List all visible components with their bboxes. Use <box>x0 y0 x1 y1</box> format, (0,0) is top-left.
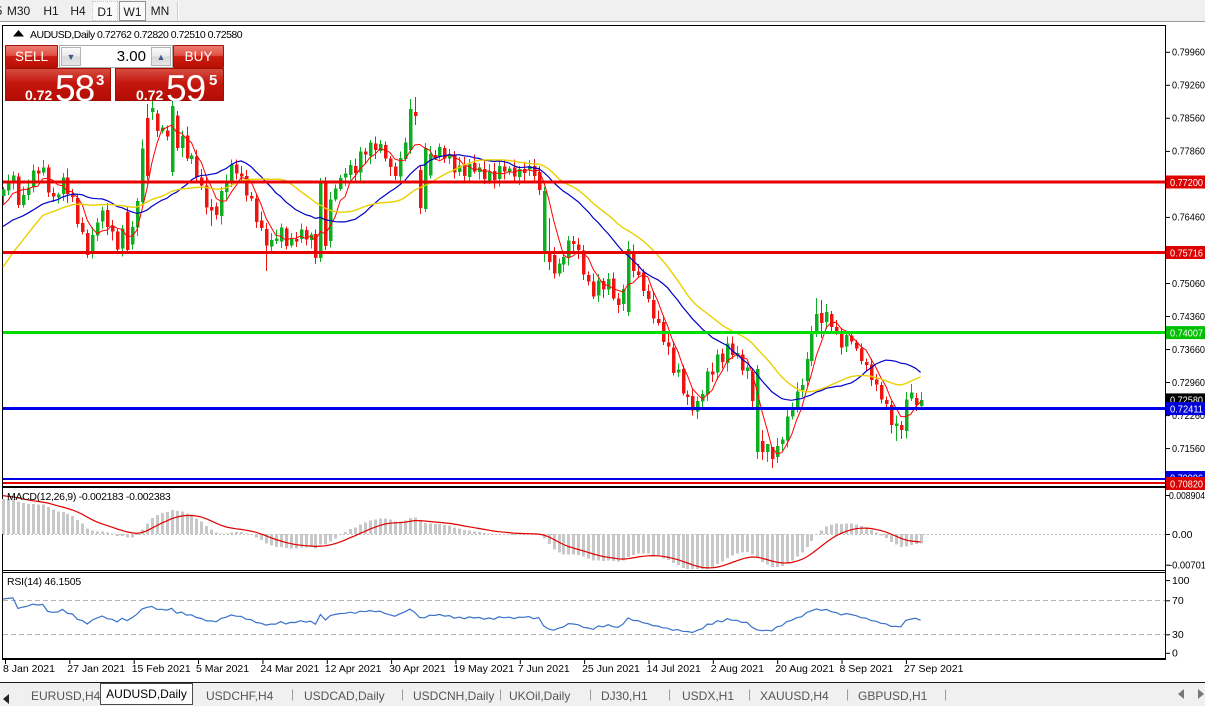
svg-text:0.73660: 0.73660 <box>1172 344 1205 356</box>
svg-text:27 Jan 2021: 27 Jan 2021 <box>67 663 125 675</box>
svg-text:0.78560: 0.78560 <box>1172 113 1205 125</box>
svg-text:0.76460: 0.76460 <box>1172 212 1205 224</box>
svg-text:12 Apr 2021: 12 Apr 2021 <box>325 663 382 675</box>
svg-text:7 Jun 2021: 7 Jun 2021 <box>518 663 570 675</box>
svg-text:15 Feb 2021: 15 Feb 2021 <box>132 663 191 675</box>
svg-text:5 Mar 2021: 5 Mar 2021 <box>196 663 249 675</box>
svg-text:0: 0 <box>1172 648 1178 660</box>
svg-text:0.00: 0.00 <box>1172 529 1193 541</box>
svg-text:0.008904: 0.008904 <box>1169 490 1205 502</box>
svg-text:30: 30 <box>1172 629 1184 641</box>
svg-text:20 Aug 2021: 20 Aug 2021 <box>775 663 834 675</box>
svg-text:0.77860: 0.77860 <box>1172 146 1205 158</box>
svg-text:8 Jan 2021: 8 Jan 2021 <box>3 663 55 675</box>
svg-text:70: 70 <box>1172 595 1184 607</box>
svg-text:MACD(12,26,9) -0.002183 -0.002: MACD(12,26,9) -0.002183 -0.002383 <box>7 491 171 503</box>
svg-text:0.74360: 0.74360 <box>1172 311 1205 323</box>
svg-text:30 Apr 2021: 30 Apr 2021 <box>389 663 446 675</box>
svg-text:RSI(14) 46.1505: RSI(14) 46.1505 <box>7 576 81 588</box>
svg-text:0.72960: 0.72960 <box>1172 377 1205 389</box>
svg-text:0.71560: 0.71560 <box>1172 443 1205 455</box>
svg-text:8 Sep 2021: 8 Sep 2021 <box>840 663 894 675</box>
svg-text:14 Jul 2021: 14 Jul 2021 <box>647 663 701 675</box>
svg-text:19 May 2021: 19 May 2021 <box>453 663 514 675</box>
svg-text:27 Sep 2021: 27 Sep 2021 <box>904 663 964 675</box>
svg-text:24 Mar 2021: 24 Mar 2021 <box>260 663 319 675</box>
svg-text:0.72411: 0.72411 <box>1170 403 1203 415</box>
svg-text:0.75060: 0.75060 <box>1172 278 1205 290</box>
svg-text:0.75716: 0.75716 <box>1170 247 1203 259</box>
svg-text:0.70820: 0.70820 <box>1170 478 1203 490</box>
svg-text:100: 100 <box>1172 575 1190 587</box>
svg-text:0.74007: 0.74007 <box>1170 327 1203 339</box>
svg-text:-0.00701: -0.00701 <box>1169 560 1205 572</box>
svg-text:25 Jun 2021: 25 Jun 2021 <box>582 663 640 675</box>
svg-text:2 Aug 2021: 2 Aug 2021 <box>711 663 764 675</box>
svg-text:0.79960: 0.79960 <box>1172 47 1205 59</box>
svg-text:0.79260: 0.79260 <box>1172 80 1205 92</box>
svg-text:0.77200: 0.77200 <box>1170 177 1203 189</box>
svg-text:AUDUSD,Daily 0.72762 0.72820: AUDUSD,Daily 0.72762 0.72820 0.72510 0.7… <box>30 29 243 41</box>
